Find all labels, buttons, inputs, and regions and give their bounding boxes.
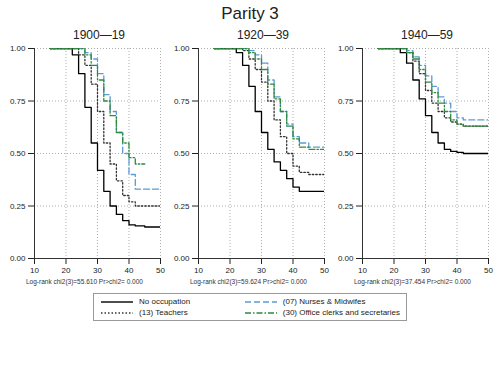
svg-text:30: 30 (93, 266, 102, 275)
svg-text:1.00: 1.00 (10, 44, 26, 53)
html-text:1900—19: 1900—19 (73, 28, 125, 42)
svg-text:40: 40 (125, 266, 134, 275)
svg-text:0.50: 0.50 (338, 149, 354, 158)
svg-text:50: 50 (484, 266, 493, 275)
svg-text:50: 50 (320, 266, 329, 275)
svg-text:0.75: 0.75 (174, 97, 190, 106)
svg-text:0.00: 0.00 (10, 254, 26, 263)
svg-text:0.50: 0.50 (174, 149, 190, 158)
html-text:(07) Nurses & Midwifes: (07) Nurses & Midwifes (282, 297, 366, 306)
svg-text:10: 10 (358, 266, 367, 275)
html-text:1920—39: 1920—39 (237, 28, 289, 42)
svg-text:0.25: 0.25 (338, 202, 354, 211)
svg-text:1.00: 1.00 (174, 44, 190, 53)
svg-text:0.75: 0.75 (338, 97, 354, 106)
svg-text:10: 10 (30, 266, 39, 275)
svg-text:30: 30 (257, 266, 266, 275)
svg-text:0.25: 0.25 (10, 202, 26, 211)
html-text:Log-rank chi2(3)=55.610 Pr>chi: Log-rank chi2(3)=55.610 Pr>chi2= 0.000 (26, 278, 143, 285)
html-text:Parity 3: Parity 3 (221, 4, 279, 23)
html-text:(13) Teachers: (13) Teachers (139, 308, 188, 317)
html-text:No occupation: No occupation (139, 297, 191, 306)
svg-text:0.25: 0.25 (174, 202, 190, 211)
html-text:1940—59: 1940—59 (401, 28, 453, 42)
svg-text:1.00: 1.00 (338, 44, 354, 53)
svg-text:0.00: 0.00 (174, 254, 190, 263)
svg-text:50: 50 (156, 266, 165, 275)
html-text:Log-rank chi2(3)=37.454 Pr>chi: Log-rank chi2(3)=37.454 Pr>chi2= 0.000 (354, 278, 471, 285)
svg-text:20: 20 (226, 266, 235, 275)
svg-text:10: 10 (194, 266, 203, 275)
svg-text:30: 30 (421, 266, 430, 275)
svg-text:40: 40 (453, 266, 462, 275)
svg-text:0.00: 0.00 (338, 254, 354, 263)
svg-text:20: 20 (390, 266, 399, 275)
html-text:Log-rank chi2(3)=59.624 Pr>chi: Log-rank chi2(3)=59.624 Pr>chi2= 0.000 (190, 278, 307, 285)
html-text:(30) Office clerks and secreta: (30) Office clerks and secretaries (282, 308, 400, 317)
svg-text:20: 20 (62, 266, 71, 275)
svg-text:0.50: 0.50 (10, 149, 26, 158)
svg-text:0.75: 0.75 (10, 97, 26, 106)
svg-text:40: 40 (289, 266, 298, 275)
